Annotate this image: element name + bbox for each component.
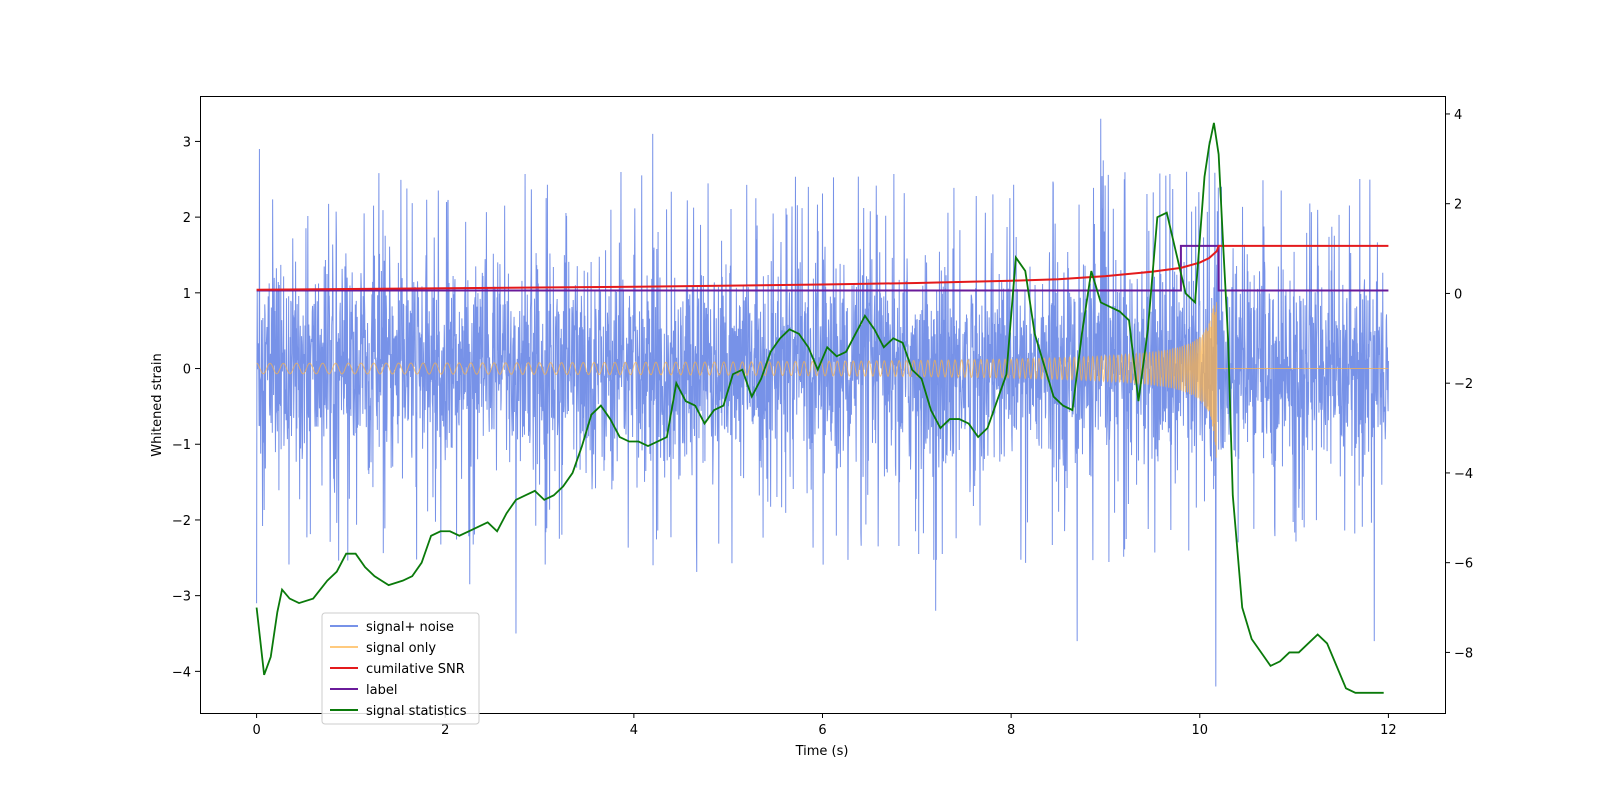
x-tick-label: 10 [1191, 723, 1208, 738]
legend-box [321, 612, 480, 725]
series-cumilative-snr [256, 244, 1389, 291]
legend-label-signal-only: signal only [366, 641, 436, 656]
y-right-tick-label: 2 [1454, 198, 1462, 213]
y-tick-label: 2 [183, 211, 191, 226]
y-axis-ticks: −4 −3 −2 −1 0 1 2 3 [172, 135, 200, 680]
x-axis-label: Time (s) [795, 744, 849, 759]
series-signal-statistics [255, 122, 1384, 694]
plot-series [255, 118, 1389, 694]
y-tick-label: −4 [172, 665, 191, 680]
y-axis-right-ticks: −8 −6 −4 −2 0 2 4 [1445, 108, 1473, 661]
x-tick-label: 0 [252, 723, 260, 738]
y-axis-label: Whitened strain [150, 353, 165, 456]
legend-label-signal-noise: signal+ noise [366, 620, 454, 635]
y-tick-label: 1 [183, 287, 191, 302]
y-tick-label: −2 [172, 514, 191, 529]
legend: signal+ noise signal only cumilative SNR la… [321, 612, 480, 725]
y-tick-label: 0 [183, 363, 191, 378]
legend-label-cumilative-snr: cumilative SNR [366, 662, 465, 677]
series-signal-noise [256, 118, 1389, 687]
legend-label-label: label [366, 683, 397, 698]
y-right-tick-label: −4 [1454, 467, 1473, 482]
y-tick-label: −1 [172, 438, 191, 453]
y-right-tick-label: 4 [1454, 108, 1462, 123]
y-right-tick-label: −8 [1454, 646, 1473, 661]
y-right-tick-label: −6 [1454, 557, 1473, 572]
y-tick-label: −3 [172, 590, 191, 605]
legend-label-signal-statistics: signal statistics [366, 704, 467, 719]
x-tick-label: 2 [441, 723, 449, 738]
series-signal-only [256, 302, 1389, 458]
y-tick-label: 3 [183, 135, 191, 150]
x-tick-label: 8 [1007, 723, 1015, 738]
y-right-tick-label: 0 [1454, 287, 1462, 302]
y-right-tick-label: −2 [1454, 377, 1473, 392]
x-tick-label: 6 [818, 723, 826, 738]
x-tick-label: 4 [630, 723, 638, 738]
x-tick-label: 12 [1380, 723, 1397, 738]
